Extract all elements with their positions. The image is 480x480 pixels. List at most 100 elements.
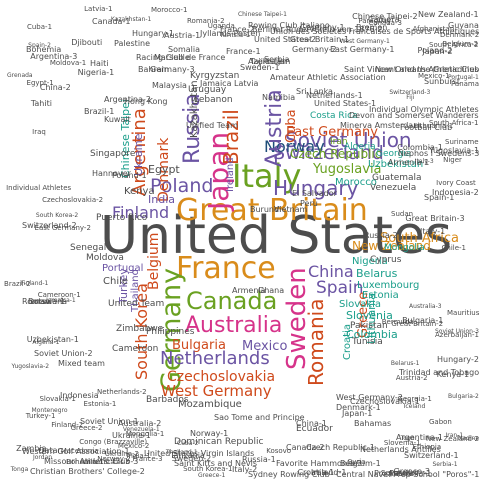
word-moldova-1: Moldova-1 — [49, 58, 87, 67]
word-missouri-athletic-club-3: Missouri Athletic Club-3 — [44, 457, 139, 466]
word-serbia-1: Serbia-1 — [432, 461, 458, 469]
word-switzerland-3: Switzerland-3 — [389, 89, 431, 97]
word-ukraine-1: Ukraine-1 — [112, 431, 151, 440]
word-indonesia-2: Indonesia-2 — [432, 187, 479, 197]
word-lebanon: Lebanon — [194, 95, 233, 105]
word-tahiti: Tahiti — [30, 99, 52, 109]
word-congo-brazzaville: Congo (Brazzaville) — [79, 437, 148, 446]
word-slovakia: Slovakia — [339, 299, 381, 310]
word-new-zealand-2: New Zealand-2 — [426, 434, 479, 443]
word-mexico: Mexico — [242, 339, 288, 354]
word-chinese-taipei: Chinese Taipei — [119, 99, 132, 178]
word-suriname: Suriname — [445, 138, 479, 147]
word-portugal-1: Portugal-1 — [448, 74, 479, 82]
word-switzerland: Switzerland — [273, 142, 384, 164]
word-china-2: China-2 — [39, 83, 71, 93]
word-kazakhstan-1: Kazakhstan-1 — [110, 15, 152, 23]
word-chinese-taipei-1: Chinese Taipei-1 — [237, 10, 287, 18]
word-zambia: Zambia — [16, 443, 47, 453]
word-turkey-1: Turkey-1 — [25, 411, 56, 420]
word-favorite-hammonia-3: Favorite Hammonia-3 — [276, 459, 363, 468]
word-malaysia: Malaysia — [152, 81, 187, 90]
word-france-2: France-2 — [220, 25, 255, 34]
word-norway-1: Norway-1 — [190, 429, 229, 438]
word-poland-2: Poland-2 — [417, 45, 453, 55]
word-netherlands: Netherlands — [160, 348, 270, 369]
word-iran: Iran — [330, 137, 348, 147]
word-trinidad-and-tobago: Trinidad and Tobago — [399, 368, 480, 378]
word-armenia-1: Armenia-1 — [387, 157, 430, 167]
word-germany-2: Germany-2 — [292, 45, 337, 54]
word-canada: Canada — [186, 287, 278, 315]
word-uzbekistan-1: Uzbekistan-1 — [26, 334, 79, 344]
word-belarus-1: Belarus-1 — [390, 359, 420, 367]
word-eritrea: Eritrea — [30, 299, 51, 307]
word-yugoslavia: Yugoslavia — [313, 162, 382, 177]
word-bremen: Bremen — [356, 23, 388, 32]
word-montenegro: Montenegro — [31, 406, 68, 414]
word-kenya: Kenya — [124, 186, 155, 197]
word-kyrgyzstan: Kyrgyzstan — [190, 71, 240, 81]
word-south-korea-2: South Korea-2 — [35, 212, 79, 220]
word-grenada: Grenada — [6, 72, 33, 80]
word-uganda: Uganda — [207, 22, 235, 31]
word-central-naval-prep-school-poros-1: Central Naval Prep School "Poros"-1 — [336, 470, 480, 479]
word-soviet-union-1: Soviet Union-1 — [80, 417, 139, 426]
word-west-germany-2: West Germany-2 — [336, 393, 403, 402]
word-france: France — [176, 251, 276, 286]
word-togo: Togo — [400, 435, 415, 443]
word-georgia: Georgia — [376, 149, 412, 159]
word-estonia: Estonia — [362, 290, 399, 301]
word-belgium-2: Belgium-2 — [442, 40, 479, 49]
word-devon-and-somerset-wanderers: Devon and Somerset Wanderers — [349, 111, 479, 120]
word-australia: Australia — [185, 313, 283, 338]
word-united-states-2: United States-2 — [254, 35, 317, 44]
word-mozambique: Mozambique — [178, 399, 242, 410]
word-czech-republic-1: Czech Republic-1 — [306, 443, 375, 452]
word-india: India — [148, 193, 175, 206]
word-peru: Peru — [300, 199, 318, 208]
word-western-golf-association-1: Western Golf Association-1 — [22, 447, 130, 456]
word-portugal: Portugal — [102, 263, 144, 274]
word-bulgaria: Bulgaria — [172, 338, 226, 353]
word-netherlands-1: Netherlands-1 — [306, 91, 363, 100]
word-armenia: Armenia — [232, 286, 266, 295]
word-austria-1: Austria-1 — [164, 31, 201, 40]
word-spain-1: Spain-1 — [424, 193, 455, 202]
word-australia-2: Australia-2 — [118, 419, 162, 428]
word-bulgaria-1: Bulgaria-1 — [402, 315, 444, 325]
word-cyprus: Cyprus — [370, 255, 402, 265]
word-germany-3: Germany-3 — [150, 65, 195, 74]
word-cuba-2: Cuba-2 — [176, 440, 199, 448]
word-mongolia-1: Mongolia-1 — [125, 430, 165, 439]
word-amateur-athletic-association: Amateur Athletic Association — [270, 73, 386, 82]
word-russia-2: Russia-2 — [364, 231, 398, 240]
word-east-germany-1: East Germany-1 — [330, 45, 395, 54]
word-great-britain-1: Great Britain-1 — [290, 35, 350, 44]
word-rowing-club-italiano: Rowing Club Italiano — [248, 21, 330, 30]
word-russia-1: Russia-1 — [242, 455, 276, 464]
word-jordan: Jordan — [32, 453, 53, 461]
word-canada-2: Canada-2 — [286, 443, 325, 452]
word-pakistan: Pakistan — [350, 321, 388, 331]
word-vietnam: Vietnam — [274, 205, 308, 214]
word-united-states-virgin-islands: United States Virgin Islands — [144, 449, 255, 458]
word-hannover: Hannover — [92, 169, 131, 178]
word-belgium-1: Belgium-1 — [340, 459, 381, 468]
word-djibouti: Djibouti — [71, 38, 103, 48]
word-greece-2: Greece-2 — [70, 424, 103, 433]
word-iran-1: Iran-1 — [445, 432, 464, 440]
word-berliner-ruderverein-von-1876-2: Berliner Ruderverein von 1876-2 — [252, 25, 383, 34]
word-denmark-2: Denmark-2 — [440, 30, 480, 39]
word-bermuda: Bermuda — [381, 318, 414, 327]
word-czech-republic: Czech Republic — [290, 147, 382, 161]
word-sudan: Sudan — [391, 210, 414, 219]
word-haiti: Haiti — [90, 59, 109, 68]
word-mauritius: Mauritius — [447, 309, 480, 317]
word-east-germany: East Germany — [286, 125, 378, 140]
word-panama: Panama — [451, 80, 480, 89]
word-east-germany-2: East Germany-2 — [34, 224, 91, 233]
word-seychelles: Seychelles — [380, 469, 419, 478]
word-macedonia: Macedonia — [60, 447, 99, 456]
word-switzerland-2: Switzerland-2 — [22, 221, 77, 230]
